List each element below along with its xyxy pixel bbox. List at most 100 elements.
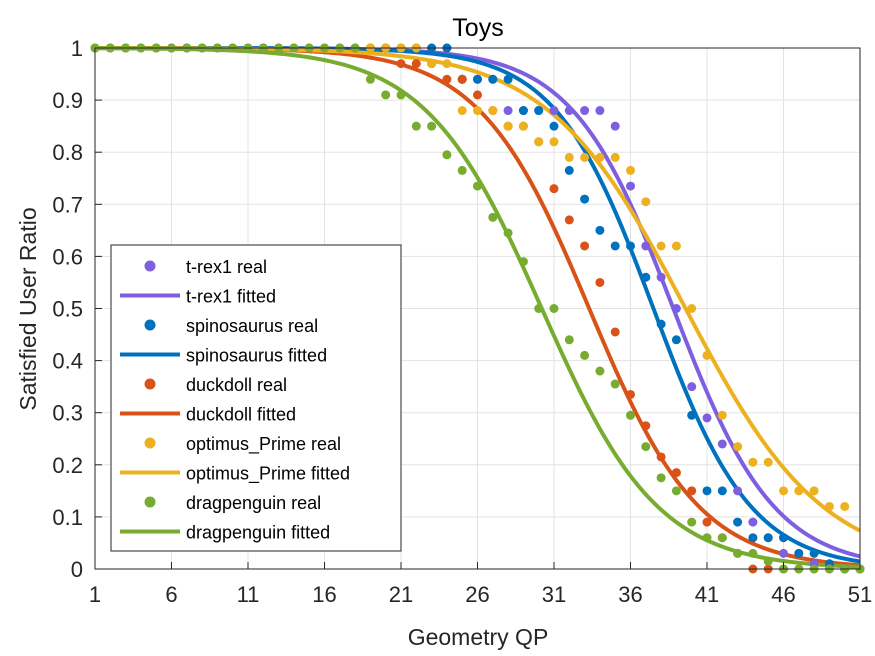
y-tick-label: 0.4: [52, 349, 83, 374]
point-dragpenguin: [733, 548, 743, 558]
legend-label: dragpenguin fitted: [186, 523, 330, 543]
point-duckdoll: [702, 517, 712, 527]
point-duckdoll: [626, 389, 635, 399]
x-tick-label: 41: [695, 582, 719, 607]
point-spinosaurus: [488, 74, 498, 84]
point-dragpenguin: [534, 304, 544, 313]
fit-curve-dragpenguin: [94, 46, 861, 569]
point-spinosaurus: [671, 335, 681, 345]
point-optimus-prime: [656, 241, 666, 251]
point-optimus-prime: [779, 486, 788, 496]
point-optimus-prime: [733, 442, 743, 452]
y-tick-label: 0.8: [52, 140, 83, 165]
legend-label: spinosaurus real: [186, 316, 318, 336]
y-tick-label: 0.7: [52, 192, 83, 217]
legend-label: spinosaurus fitted: [186, 346, 327, 366]
point-dragpenguin: [687, 517, 697, 527]
point-optimus-prime: [702, 350, 712, 360]
point-spinosaurus: [503, 74, 513, 84]
point-optimus-prime: [840, 501, 850, 511]
point-duckdoll: [442, 74, 452, 84]
point-duckdoll: [580, 241, 590, 251]
x-tick-label: 11: [237, 582, 260, 607]
point-dragpenguin: [641, 442, 651, 452]
legend-label: duckdoll fitted: [186, 405, 296, 425]
x-tick-label: 26: [465, 582, 489, 607]
legend-label: duckdoll real: [186, 375, 287, 395]
point-dragpenguin: [564, 335, 574, 345]
legend-label: t-rex1 real: [186, 257, 267, 277]
point-spinosaurus: [717, 486, 727, 496]
point-t-rex1: [656, 272, 666, 282]
point-duckdoll: [473, 90, 482, 100]
point-optimus-prime: [503, 121, 513, 131]
point-optimus-prime: [687, 304, 697, 313]
point-dragpenguin: [411, 121, 421, 131]
point-spinosaurus: [534, 106, 544, 116]
point-spinosaurus: [626, 241, 635, 251]
point-dragpenguin: [457, 165, 467, 175]
point-spinosaurus: [809, 548, 819, 558]
point-dragpenguin: [427, 121, 437, 131]
point-spinosaurus: [518, 106, 528, 116]
legend-marker-real: [144, 378, 156, 390]
legend-marker-real: [144, 437, 156, 449]
point-dragpenguin: [365, 74, 375, 84]
point-duckdoll: [411, 59, 421, 69]
point-spinosaurus: [610, 241, 620, 251]
point-t-rex1: [580, 106, 590, 116]
point-t-rex1: [610, 121, 620, 131]
point-spinosaurus: [641, 272, 651, 282]
legend-label: dragpenguin real: [186, 493, 321, 513]
point-t-rex1: [549, 106, 559, 116]
point-spinosaurus: [733, 517, 743, 527]
point-t-rex1: [702, 413, 712, 423]
legend-marker-real: [144, 319, 156, 331]
point-dragpenguin: [763, 556, 773, 566]
x-tick-label: 6: [165, 582, 177, 607]
legend: t-rex1 real t-rex1 fitted spinosaurus real…: [110, 244, 402, 552]
point-t-rex1: [671, 304, 681, 313]
point-duckdoll: [457, 74, 467, 84]
point-spinosaurus: [580, 194, 590, 204]
y-tick-label: 0.6: [52, 244, 83, 269]
point-spinosaurus: [779, 533, 788, 543]
point-optimus-prime: [595, 152, 605, 162]
y-axis-label: Satisfied User Ratio: [15, 207, 41, 410]
point-optimus-prime: [534, 137, 544, 147]
point-duckdoll: [687, 486, 697, 496]
point-optimus-prime: [824, 501, 834, 511]
y-tick-label: 0.3: [52, 401, 83, 426]
point-spinosaurus: [656, 319, 666, 329]
point-dragpenguin: [549, 304, 559, 313]
point-optimus-prime: [809, 486, 819, 496]
point-optimus-prime: [641, 197, 651, 207]
point-optimus-prime: [564, 152, 574, 162]
y-tick-label: 0: [71, 557, 83, 582]
point-spinosaurus: [763, 533, 773, 543]
point-duckdoll: [610, 327, 620, 337]
point-optimus-prime: [763, 457, 773, 467]
point-t-rex1: [564, 106, 574, 116]
chart-title: Toys: [452, 14, 503, 42]
point-optimus-prime: [610, 152, 620, 162]
legend-marker-real: [144, 496, 156, 508]
x-tick-label: 21: [389, 582, 413, 607]
point-spinosaurus: [595, 225, 605, 235]
point-dragpenguin: [396, 90, 406, 100]
x-tick-label: 1: [89, 582, 101, 607]
point-spinosaurus: [564, 165, 574, 175]
point-optimus-prime: [626, 165, 635, 175]
y-tick-label: 1: [71, 36, 83, 61]
legend-label: t-rex1 fitted: [186, 287, 276, 307]
point-dragpenguin: [580, 350, 590, 360]
point-dragpenguin: [595, 366, 605, 376]
point-spinosaurus: [702, 486, 712, 496]
point-dragpenguin: [503, 228, 513, 238]
point-t-rex1: [779, 548, 788, 558]
point-optimus-prime: [549, 137, 559, 147]
point-duckdoll: [549, 184, 559, 194]
point-t-rex1: [626, 181, 635, 191]
y-tick-label: 0.9: [52, 88, 83, 113]
